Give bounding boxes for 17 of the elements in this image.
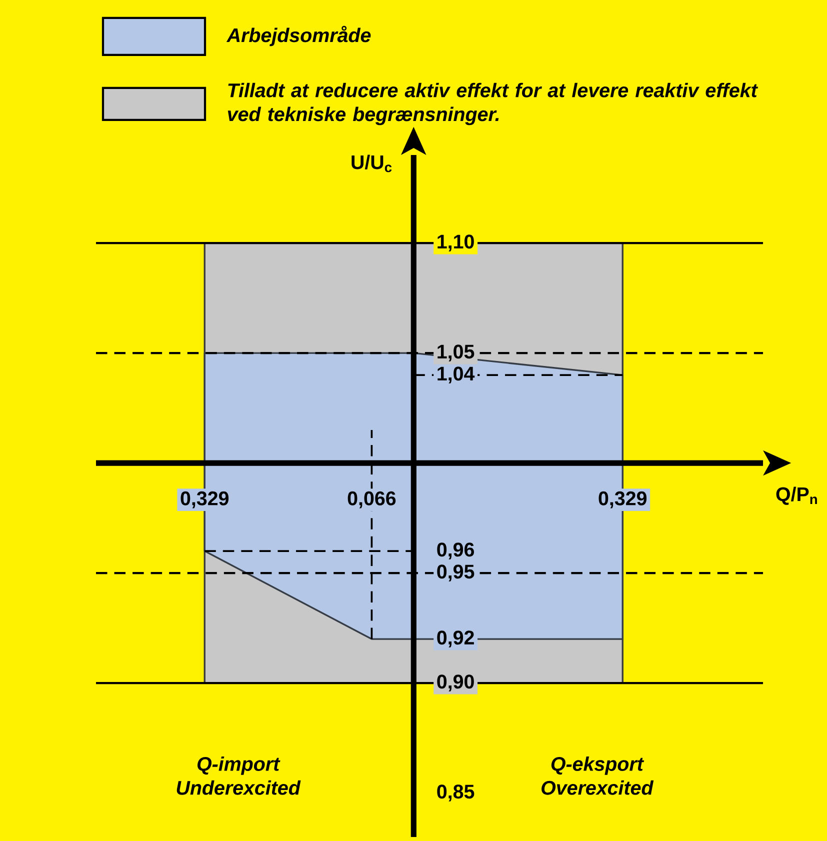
- y-tick-label: 0,90: [437, 674, 474, 692]
- y-tick-label: 1,10: [438, 234, 474, 252]
- y-tick-label: 1,05: [438, 344, 474, 362]
- y-axis-title: U/U$_{c}$: [352, 154, 392, 172]
- y-tick-label: 0,95: [437, 564, 474, 582]
- x-tick-label: 0,329: [180, 491, 229, 508]
- text: Tilladt at reducere aktiv effekt for at levere reaktiv effekt ved tekniske begrænsninger.: [228, 82, 758, 126]
- annotation: Q-import Underexcited: [176, 756, 301, 795]
- y-tick-label: 1,04: [438, 366, 475, 384]
- annotation: Q-eksport Overexcited: [542, 756, 654, 795]
- y-tick-label: 0,96: [437, 542, 474, 560]
- x-tick-label: 0,329: [598, 491, 647, 508]
- x-axis-title: Q/P$_{n}$: [776, 486, 817, 505]
- y-tick-label: 0,92: [437, 630, 474, 648]
- x-tick-label: 0,066: [348, 491, 396, 508]
- text: Arbejdsområde: [226, 26, 371, 46]
- y-tick-label: 0,85: [437, 784, 474, 802]
